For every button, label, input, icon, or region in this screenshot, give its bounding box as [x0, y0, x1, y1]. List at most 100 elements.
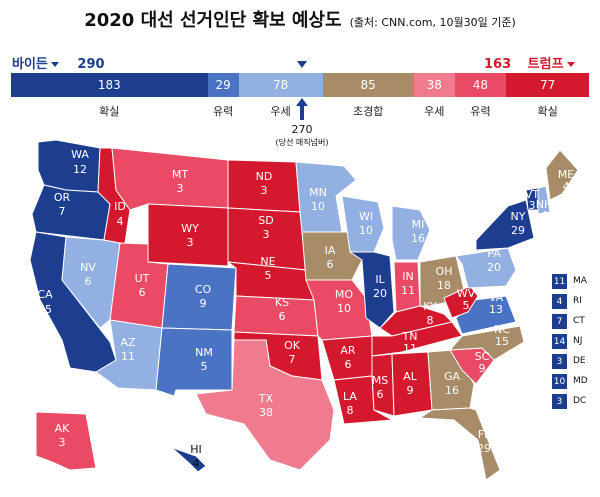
state-il — [349, 251, 395, 329]
title-main: 2020 대선 선거인단 확보 예상도 — [84, 10, 342, 31]
bar-segment-label: 유력 — [470, 105, 491, 118]
state-ev-tx: 38 — [259, 406, 273, 419]
state-ev-oh: 18 — [437, 279, 451, 292]
majority-marker-icon — [297, 61, 307, 68]
state-label-tx: TX — [258, 392, 274, 405]
small-state-abbr-md: MD — [573, 376, 588, 386]
bar-segment-value: 183 — [97, 78, 121, 92]
state-nc — [449, 325, 525, 361]
small-state-ev-de: 3 — [552, 354, 567, 369]
state-label-ky: KY — [423, 300, 437, 313]
state-ev-in: 11 — [401, 284, 415, 297]
state-ev-la: 8 — [347, 404, 354, 417]
state-label-ut: UT — [135, 272, 150, 285]
state-label-wy: WY — [181, 222, 199, 235]
state-ev-me: 4 — [563, 180, 570, 193]
bar-segment-likely_dem: 29 — [207, 73, 239, 97]
state-ev-mn: 10 — [311, 200, 325, 213]
state-label-hi: HI — [190, 443, 202, 456]
state-ev-ks: 6 — [279, 310, 286, 323]
state-label-ms: MS — [372, 374, 388, 387]
state-nh — [537, 185, 551, 215]
state-label-ar: AR — [340, 344, 356, 357]
state-label-ny: NY — [511, 210, 526, 223]
state-ev-ut: 6 — [139, 286, 146, 299]
state-hi — [169, 445, 207, 473]
state-pa — [455, 247, 517, 289]
state-label-nd: ND — [256, 170, 273, 183]
bar-segment-value: 85 — [360, 78, 376, 92]
state-ev-nc: 15 — [495, 335, 509, 348]
state-ev-az: 11 — [121, 350, 135, 363]
state-label-mo: MO — [335, 288, 353, 301]
bar-segment-tossup: 85 — [322, 73, 414, 97]
state-mt — [111, 147, 229, 211]
bar-segment-lean_dem: 78 — [238, 73, 323, 97]
state-ev-wy: 3 — [187, 236, 194, 249]
small-state-abbr-ct: CT — [573, 316, 585, 326]
bar-segment-value: 38 — [426, 78, 442, 92]
state-ev-ms: 6 — [377, 388, 384, 401]
state-label-me: ME — [558, 168, 574, 181]
state-ev-ca: 55 — [38, 303, 52, 316]
state-wy — [147, 203, 229, 267]
state-label-nc: NC — [494, 323, 510, 336]
state-ms — [371, 353, 395, 417]
small-state-ev-nj: 14 — [552, 334, 567, 349]
state-ev-wa: 12 — [73, 163, 87, 176]
state-label-mn: MN — [309, 186, 327, 199]
state-label-az: AZ — [120, 336, 136, 349]
state-label-wv: WV — [457, 287, 476, 300]
state-label-tn: TN — [402, 330, 418, 343]
state-ev-ky: 8 — [427, 314, 434, 327]
state-ev-wv: 5 — [463, 299, 470, 312]
state-nm — [155, 327, 233, 397]
state-label-id: ID — [114, 200, 126, 213]
state-la — [333, 375, 393, 425]
state-ak — [35, 411, 97, 471]
state-ev-pa: 20 — [487, 261, 501, 274]
bar-segment-lean_rep: 38 — [413, 73, 455, 97]
state-label-mi: MI — [412, 218, 425, 231]
state-label-ne: NE — [260, 255, 275, 268]
state-ev-al: 9 — [407, 384, 414, 397]
state-mn — [295, 161, 357, 233]
state-ev-mt: 3 — [177, 182, 184, 195]
trump-total: 163 — [484, 57, 512, 72]
biden-dropdown-icon — [50, 62, 59, 67]
state-wv — [443, 285, 479, 319]
state-ev-co: 9 — [200, 297, 207, 310]
bar-segment-label: 우세 — [424, 105, 445, 118]
majority-arrow-icon — [296, 98, 308, 120]
state-ev-sd: 3 — [263, 228, 270, 241]
state-ev-il: 20 — [373, 287, 387, 300]
small-state-ev-ct: 7 — [552, 314, 567, 329]
state-label-al: AL — [403, 370, 418, 383]
state-label-in: IN — [402, 270, 413, 283]
state-ev-nh: 4 — [541, 209, 548, 222]
state-wi — [341, 195, 385, 253]
state-ev-id: 4 — [117, 215, 124, 228]
small-state-ev-ri: 4 — [552, 294, 567, 309]
state-ev-nv: 6 — [85, 275, 92, 288]
state-ny — [475, 199, 535, 251]
small-state-abbr-ma: MA — [573, 276, 587, 286]
state-label-sc: SC — [475, 350, 490, 363]
bar-segment-label: 초경합 — [353, 105, 384, 118]
state-ev-hi: 4 — [193, 457, 200, 470]
state-ia — [301, 231, 363, 281]
trump-name: 트럼프 — [527, 57, 564, 72]
state-ev-ak: 3 — [59, 436, 66, 449]
bar-segment-label: 우세 — [270, 105, 291, 118]
state-label-nm: NM — [195, 346, 213, 359]
bar-segment-value: 29 — [215, 78, 231, 92]
state-label-ok: OK — [284, 339, 301, 352]
small-state-abbr-dc: DC — [573, 396, 587, 406]
state-fl — [419, 407, 501, 481]
majority-note: (당선 매직넘버) — [275, 138, 329, 147]
map-title: 2020 대선 선거인단 확보 예상도 (출처: CNN.com, 10월30일… — [0, 6, 600, 32]
small-state-abbr-nj: NJ — [573, 336, 583, 346]
state-wa — [37, 139, 101, 193]
state-label-or: OR — [54, 191, 71, 204]
